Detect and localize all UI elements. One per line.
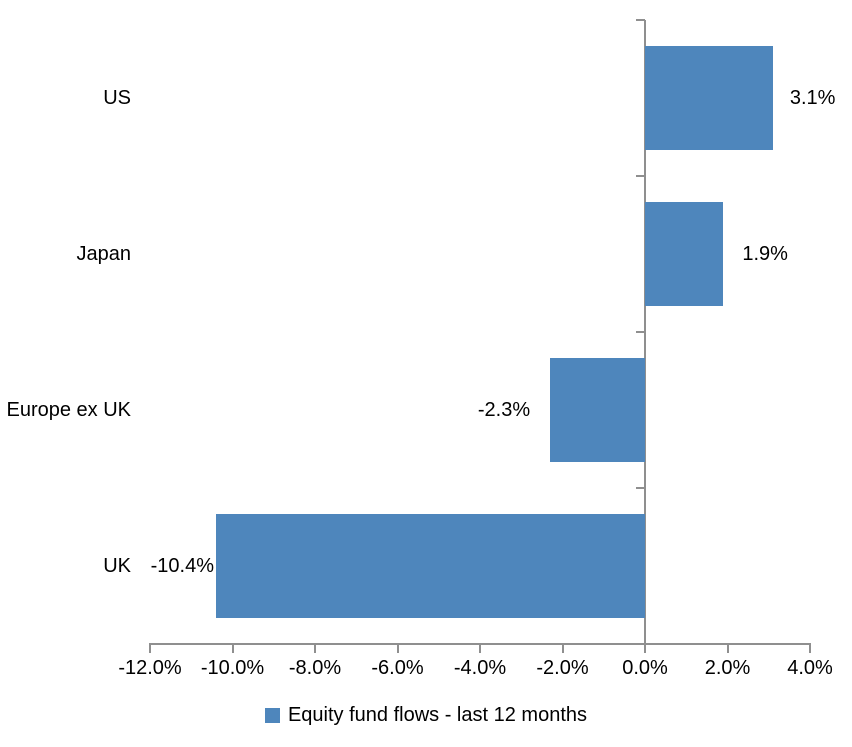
bar-uk xyxy=(216,514,645,618)
x-tick-label-0: -12.0% xyxy=(118,657,182,679)
bar-us xyxy=(645,46,773,150)
data-label-us: 3.1% xyxy=(789,87,836,109)
category-label-uk: UK xyxy=(103,555,131,577)
category-label-japan: Japan xyxy=(76,243,132,265)
value-axis-tick xyxy=(149,643,151,653)
category-label-europe-ex-uk: Europe ex UK xyxy=(6,399,131,421)
value-axis-tick xyxy=(231,643,234,653)
value-axis-tick xyxy=(809,643,811,653)
value-axis-tick xyxy=(644,643,646,653)
x-tick-label-7: 2.0% xyxy=(704,657,751,679)
value-axis-tick xyxy=(479,643,481,653)
value-axis-tick xyxy=(561,643,564,653)
value-axis-tick xyxy=(396,643,399,653)
value-axis-tick xyxy=(726,643,729,653)
chart-legend: Equity fund flows - last 12 months xyxy=(0,702,852,728)
category-axis-tick xyxy=(636,331,645,333)
x-tick-label-1: -10.0% xyxy=(200,657,265,679)
legend-series-marker-icon xyxy=(264,707,280,723)
category-axis-line xyxy=(644,20,646,653)
data-label-uk: -10.4% xyxy=(150,555,214,577)
x-tick-label-4: -4.0% xyxy=(453,657,507,679)
x-tick-label-6: 0.0% xyxy=(622,657,668,679)
data-label-japan: 1.9% xyxy=(742,243,788,265)
category-axis-tick xyxy=(636,487,645,489)
value-axis-tick xyxy=(314,643,316,653)
x-tick-label-3: -6.0% xyxy=(371,657,424,679)
bar-japan xyxy=(645,202,724,306)
x-tick-label-5: -2.0% xyxy=(536,657,589,679)
x-tick-label-8: 4.0% xyxy=(787,657,833,679)
category-axis-tick xyxy=(636,643,645,645)
category-axis-tick xyxy=(636,19,645,21)
bar-europe-ex-uk xyxy=(550,358,645,462)
category-label-us: US xyxy=(103,87,131,109)
data-label-europe-ex-uk: -2.3% xyxy=(477,399,531,421)
category-axis-tick xyxy=(636,175,645,177)
legend-series-label: Equity fund flows - last 12 months xyxy=(287,704,588,726)
x-tick-label-2: -8.0% xyxy=(288,657,342,679)
